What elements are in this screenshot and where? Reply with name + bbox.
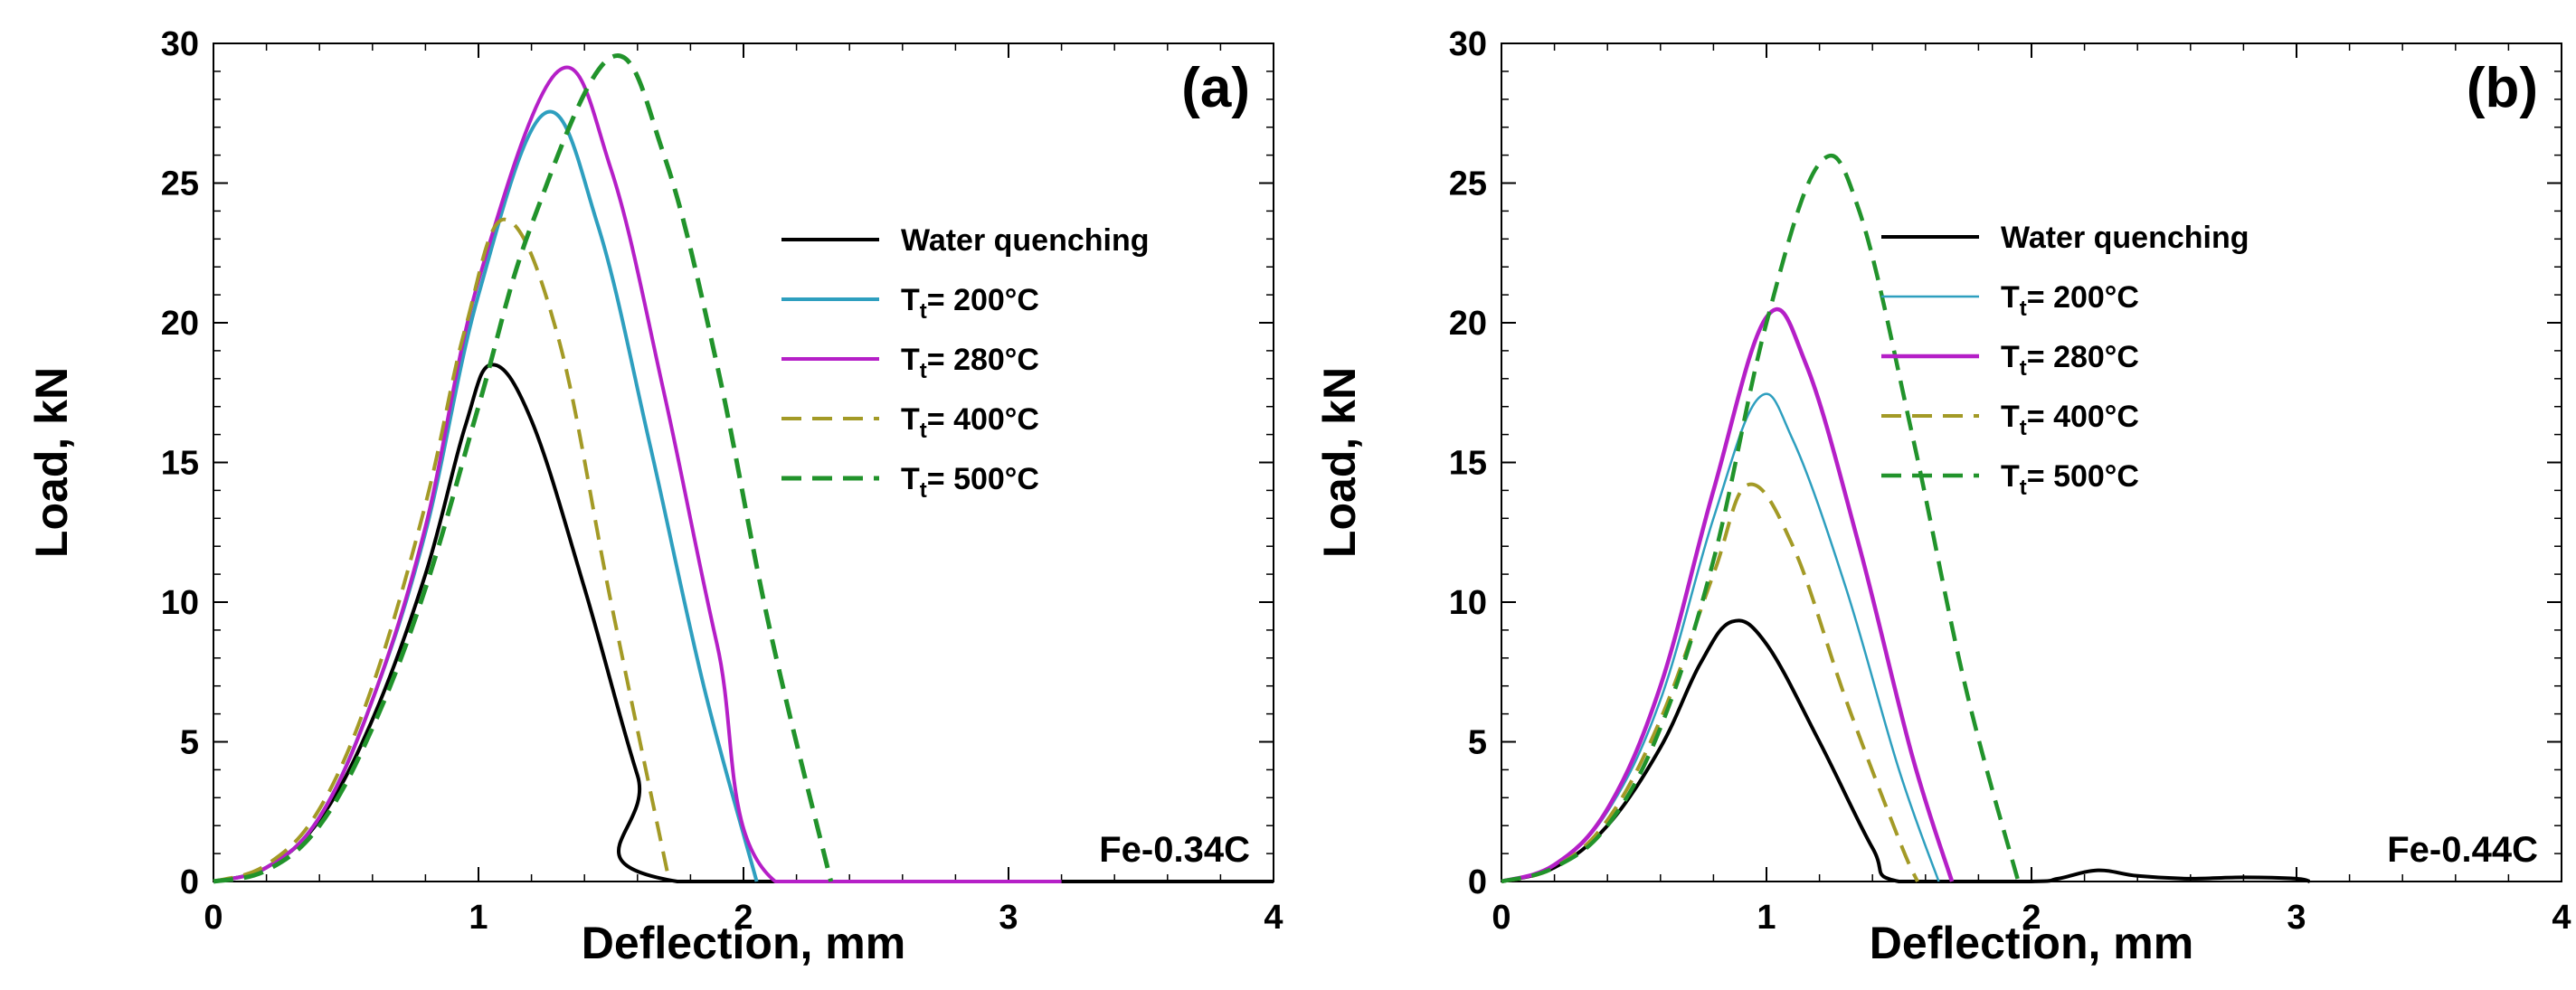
plot-frame — [213, 42, 1274, 882]
alloy-annotation: Fe-0.34C — [1099, 830, 1250, 870]
chart-a-svg: 0 5 10 15 20 25 30 0 1 2 3 4 Deflection, mm Load, kN (… — [26, 25, 1283, 968]
legend-label-3: Tt= 280°C — [2001, 340, 2139, 381]
series-line-5 — [1501, 153, 2021, 884]
legend-label-5: Tt= 500°C — [2001, 459, 2139, 500]
x-tick-label: 2 — [734, 899, 753, 937]
series-line-1 — [213, 363, 1274, 884]
legend-label-3: Tt= 280°C — [901, 343, 1039, 383]
panel-label: (b) — [2467, 57, 2538, 119]
y-tick-label: 25 — [161, 165, 199, 203]
panel-label: (a) — [1181, 57, 1250, 119]
y-tick-label: 15 — [1449, 445, 1487, 483]
y-tick-label: 15 — [161, 445, 199, 483]
legend-label-2: Tt= 200°C — [2001, 280, 2139, 321]
legend-label-4: Tt= 400°C — [901, 402, 1039, 443]
x-tick-label: 3 — [2287, 899, 2306, 937]
y-tick-label: 0 — [1468, 863, 1487, 901]
y-tick-label: 20 — [1449, 305, 1487, 343]
series-line-5 — [213, 53, 834, 884]
x-axis-title: Deflection, mm — [582, 918, 905, 968]
legend-label-1: Water quenching — [901, 223, 1150, 258]
series-line-3 — [213, 65, 1062, 884]
legend-label-1: Water quenching — [2001, 221, 2249, 255]
chart-b-svg: 0 5 10 15 20 25 30 0 1 2 3 4 Deflection, mm Load, kN (… — [1314, 25, 2571, 968]
y-axis-title: Load, kN — [1314, 367, 1365, 558]
y-tick-label: 30 — [1449, 25, 1487, 63]
series-line-3 — [1501, 306, 1955, 884]
x-tick-label: 3 — [999, 899, 1018, 937]
y-axis-title: Load, kN — [26, 367, 77, 558]
x-tick-label: 1 — [469, 899, 488, 937]
y-tick-label: 10 — [1449, 584, 1487, 622]
legend-label-2: Tt= 200°C — [901, 283, 1039, 324]
y-tick-label: 25 — [1449, 165, 1487, 203]
x-tick-label: 4 — [1264, 899, 1283, 937]
x-tick-label: 4 — [2552, 899, 2571, 937]
x-axis-title: Deflection, mm — [1870, 918, 2193, 968]
x-tick-label: 0 — [1492, 899, 1511, 937]
y-tick-label: 0 — [180, 863, 199, 901]
x-tick-label: 2 — [2022, 899, 2041, 937]
legend-label-5: Tt= 500°C — [901, 462, 1039, 503]
y-tick-label: 10 — [161, 584, 199, 622]
chart-panel-a: 0 5 10 15 20 25 30 0 1 2 3 4 Deflection, mm Load, kN (… — [26, 25, 1283, 968]
y-tick-label: 20 — [161, 305, 199, 343]
x-tick-label: 1 — [1757, 899, 1776, 937]
series-line-4 — [1501, 482, 1919, 883]
chart-panel-b: 0 5 10 15 20 25 30 0 1 2 3 4 Deflection, mm Load, kN (… — [1288, 0, 2576, 990]
series-line-1 — [1501, 618, 2311, 884]
legend-label-4: Tt= 400°C — [2001, 400, 2139, 440]
y-tick-label: 5 — [1468, 724, 1487, 762]
series-line-2 — [213, 109, 759, 883]
series-line-4 — [213, 217, 671, 883]
x-tick-label: 0 — [204, 899, 223, 937]
y-tick-label: 30 — [161, 25, 199, 63]
alloy-annotation: Fe-0.44C — [2387, 830, 2538, 870]
y-tick-label: 5 — [180, 724, 199, 762]
